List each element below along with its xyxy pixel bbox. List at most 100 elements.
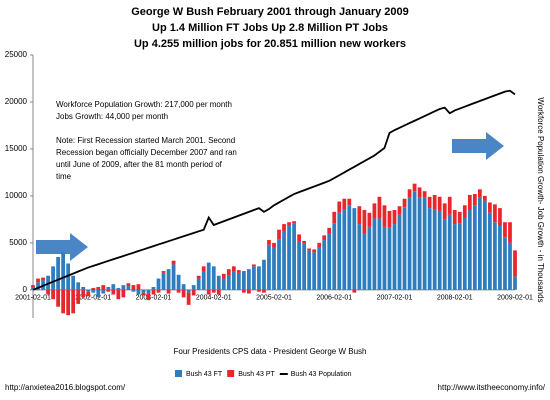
bar: [317, 247, 322, 290]
bar: [231, 266, 236, 272]
annotation: Recession began officially December 2007…: [56, 148, 237, 157]
bar: [282, 231, 286, 290]
bar: [508, 222, 512, 243]
bar: [131, 285, 136, 290]
bar: [372, 203, 377, 219]
bar: [151, 287, 156, 290]
bar: [307, 250, 312, 290]
annotation: Jobs Growth: 44,000 per month: [56, 112, 168, 121]
bar: [432, 194, 437, 210]
bar: [387, 227, 392, 290]
bar: [508, 242, 512, 290]
bar: [503, 237, 507, 290]
bar: [126, 283, 131, 287]
bar: [297, 240, 301, 290]
bar: [412, 191, 417, 290]
bar: [201, 271, 206, 290]
legend-label: Bush 43 Population: [291, 371, 352, 378]
bar: [427, 208, 432, 290]
bar: [41, 277, 45, 281]
annotation: Workforce Population Growth: 217,000 per…: [56, 100, 232, 109]
bar: [206, 262, 211, 290]
bar: [452, 224, 457, 290]
bar: [417, 187, 422, 198]
arrow: [36, 233, 88, 261]
bar: [196, 278, 201, 290]
bar: [347, 205, 352, 290]
bar: [312, 252, 317, 290]
bar: [51, 289, 55, 300]
bar: [312, 249, 317, 253]
bar: [402, 198, 407, 208]
bar: [226, 275, 231, 290]
bar: [56, 256, 60, 290]
bar: [36, 282, 40, 290]
bar: [236, 272, 241, 290]
bar: [292, 223, 296, 290]
bar: [151, 289, 156, 295]
bar: [186, 292, 191, 305]
annotation: time: [56, 172, 72, 181]
bar: [131, 289, 136, 292]
bar: [76, 289, 81, 304]
bar: [407, 197, 412, 290]
bar: [292, 221, 296, 224]
bar: [126, 286, 131, 290]
bar: [221, 273, 226, 279]
bar: [146, 293, 151, 301]
bar: [493, 204, 497, 223]
bar: [392, 224, 397, 290]
bar: [267, 244, 271, 290]
legend-swatch: [175, 370, 182, 377]
bar: [51, 266, 55, 290]
bar: [236, 270, 241, 273]
bar: [337, 201, 342, 213]
bar: [247, 289, 251, 294]
bar: [472, 205, 477, 290]
y-tick-label: 20000: [5, 97, 28, 106]
bar: [216, 289, 221, 295]
bar: [141, 289, 146, 293]
bar: [342, 209, 347, 290]
bar: [156, 289, 161, 293]
bar: [191, 285, 196, 290]
bar: [31, 285, 35, 288]
bar: [357, 206, 362, 225]
bar: [91, 289, 96, 293]
bar: [252, 264, 256, 267]
legend: Bush 43 FT Bush 43 PT Bush 43 Population: [175, 370, 352, 378]
bar: [287, 222, 291, 226]
bar: [392, 209, 397, 225]
x-tick-label: 2007-02-01: [377, 295, 413, 302]
bar: [61, 252, 66, 290]
plot: 0 5000 10000 15000 20000 25000 2001-02-01 2002-…: [5, 50, 533, 318]
bar: [282, 224, 286, 232]
bar: [412, 183, 417, 192]
bar: [81, 287, 86, 290]
bar: [141, 292, 146, 296]
bar: [241, 271, 246, 290]
bar: [46, 289, 50, 295]
chart-title: George W Bush February 2001 through Janu…: [131, 6, 409, 18]
bar: [362, 209, 367, 234]
bar: [116, 289, 121, 300]
legend-label: Bush 43 FT: [186, 371, 223, 378]
bar: [56, 289, 60, 307]
bar: [457, 211, 462, 224]
bar: [457, 223, 462, 290]
arrow: [452, 132, 504, 160]
bar: [171, 260, 176, 265]
line: [32, 89, 516, 291]
legend-swatch: [227, 370, 235, 377]
bar: [252, 266, 256, 290]
bar: [482, 195, 487, 201]
bar: [166, 269, 171, 290]
bar: [247, 269, 251, 290]
bar: [477, 197, 482, 290]
bar: [36, 278, 40, 283]
bar: [467, 209, 472, 290]
bar: [116, 287, 121, 290]
bar: [422, 197, 427, 290]
bar: [96, 289, 101, 298]
